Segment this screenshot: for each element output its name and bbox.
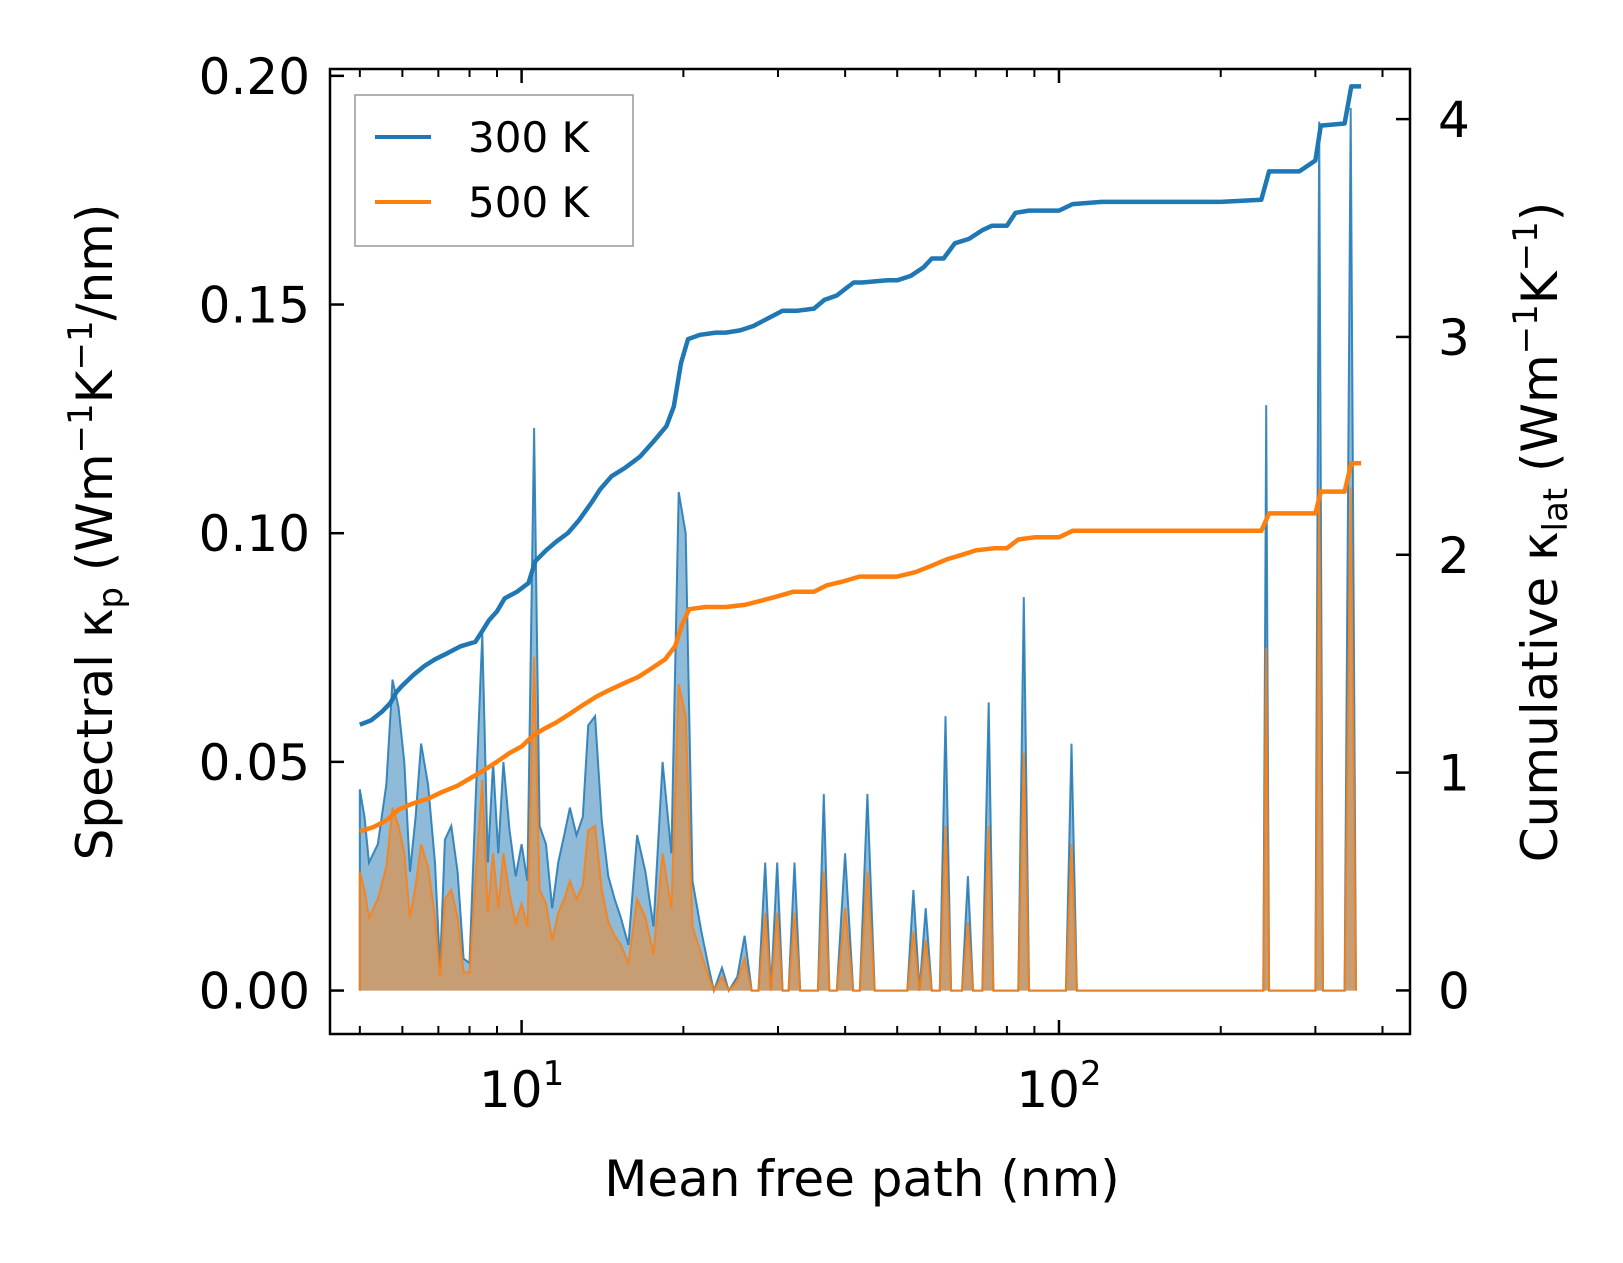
left-tick-label: 0.00: [199, 963, 310, 1021]
left-tick-label: 0.20: [199, 48, 310, 106]
left-tick-label: 0.10: [199, 505, 310, 563]
plot-frame: [328, 67, 1412, 1036]
x-tick-label: 102: [1016, 1054, 1101, 1119]
spectral-fills: [358, 107, 1357, 995]
right-tick-label: 1: [1438, 745, 1470, 803]
cumulative-lines: [358, 84, 1362, 834]
right-axis-title: Cumulative κlat (Wm−1K−1): [1506, 202, 1576, 862]
left-axis-title: Spectral κp (Wm−1K−1/nm): [61, 204, 131, 861]
right-tick-label: 0: [1438, 962, 1470, 1020]
legend-box: [354, 94, 634, 247]
legend-label-500k: 500 K: [468, 178, 591, 227]
cumulative-line-300k: [358, 84, 1362, 727]
right-tick-label: 2: [1438, 527, 1470, 585]
cumulative-line-500k: [359, 461, 1362, 834]
right-tick-label: 3: [1438, 309, 1470, 367]
x-axis-title: Mean free path (nm): [604, 1150, 1120, 1208]
right-tick-label: 4: [1438, 91, 1470, 149]
legend: 300 K 500 K: [354, 94, 634, 247]
legend-label-300k: 300 K: [468, 113, 591, 162]
spectral-line-500k: [358, 487, 1357, 993]
axis-ticks: 0.00 0.05 0.10 0.15 0.20 0 1 2 3 4 101 102: [199, 48, 1470, 1119]
left-tick-label: 0.15: [199, 277, 310, 335]
x-tick-label: 101: [479, 1054, 564, 1119]
left-tick-label: 0.05: [199, 734, 310, 792]
